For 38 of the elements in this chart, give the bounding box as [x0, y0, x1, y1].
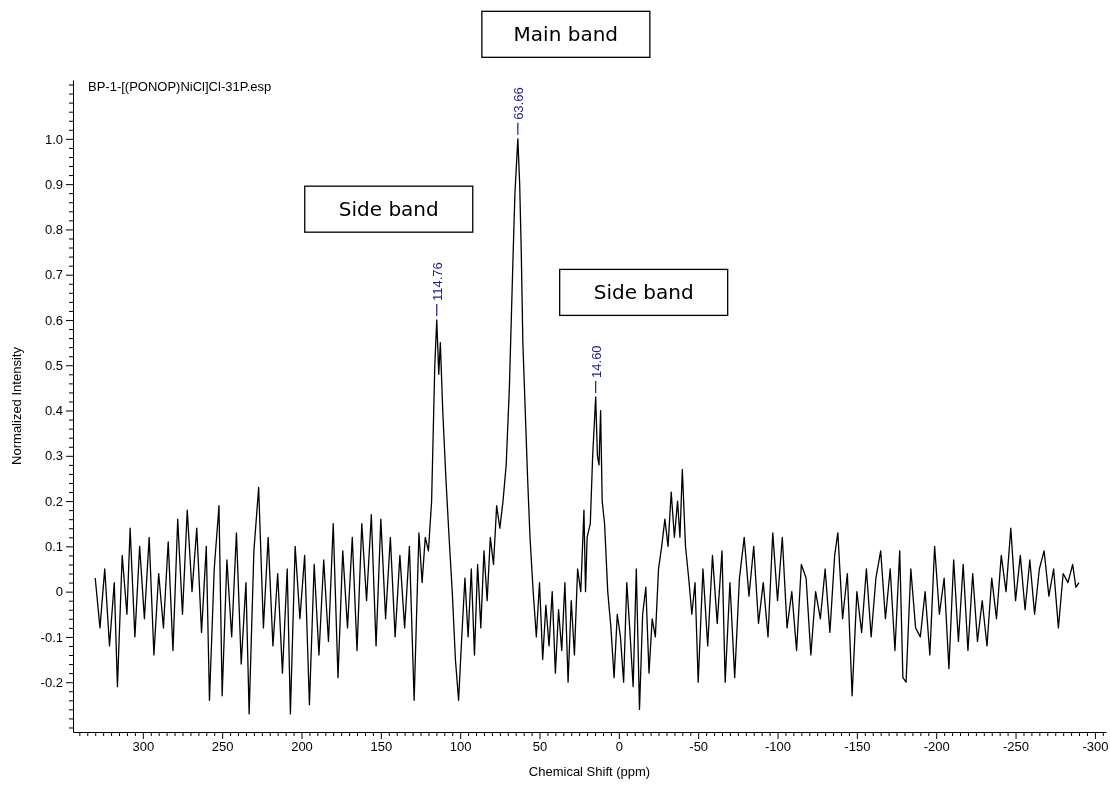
callout-box: Side band — [559, 268, 729, 317]
y-tick-label: 0.4 — [44, 403, 63, 419]
y-tick-label: 0.2 — [44, 493, 63, 509]
x-tick-label: -200 — [923, 739, 950, 755]
y-tick-label: 0.7 — [44, 267, 63, 283]
annotation: Side band — [593, 280, 694, 305]
x-tick-label: 50 — [532, 739, 548, 755]
x-tick-label: 300 — [132, 739, 155, 755]
callout-box: Main band — [481, 10, 651, 58]
y-tick-label: 0.1 — [44, 539, 63, 555]
x-tick-label: 100 — [449, 739, 472, 755]
x-tick-label: 150 — [370, 739, 393, 755]
y-tick-label: 0 — [55, 584, 63, 600]
line-series — [94, 138, 1080, 715]
annotation: 63.66 — [510, 87, 526, 120]
x-tick-label: -150 — [844, 739, 871, 755]
callout-box: Side band — [304, 185, 474, 233]
y-tick-label: 0.5 — [44, 357, 63, 373]
y-tick-label: 1.0 — [44, 131, 63, 147]
y-tick-label: 0.9 — [44, 176, 63, 192]
y-axis-title: Normalized Intensity — [9, 346, 24, 465]
x-tick-label: 200 — [291, 739, 313, 755]
y-tick-label: 0.6 — [44, 312, 63, 328]
x-tick-label: 0 — [615, 739, 623, 755]
x-tick-label: -100 — [765, 739, 792, 755]
x-tick-label: -250 — [1003, 739, 1030, 755]
y-tick-label: 0.3 — [44, 448, 63, 464]
x-tick-label: -50 — [689, 739, 709, 755]
annotation: 14.60 — [588, 345, 604, 378]
annotation: Side band — [338, 197, 439, 222]
chart-title: BP-1-[(PONOP)NiCl]Cl-31P.esp — [88, 79, 272, 94]
x-axis-title: Chemical Shift (ppm) — [528, 764, 651, 779]
y-tick-label: -0.1 — [40, 629, 63, 645]
y-tick-label: -0.2 — [40, 674, 63, 690]
y-tick-label: 0.8 — [44, 222, 63, 238]
x-tick-label: -300 — [1082, 739, 1109, 755]
annotation: 114.76 — [429, 262, 445, 301]
x-tick-label: 250 — [211, 739, 234, 755]
